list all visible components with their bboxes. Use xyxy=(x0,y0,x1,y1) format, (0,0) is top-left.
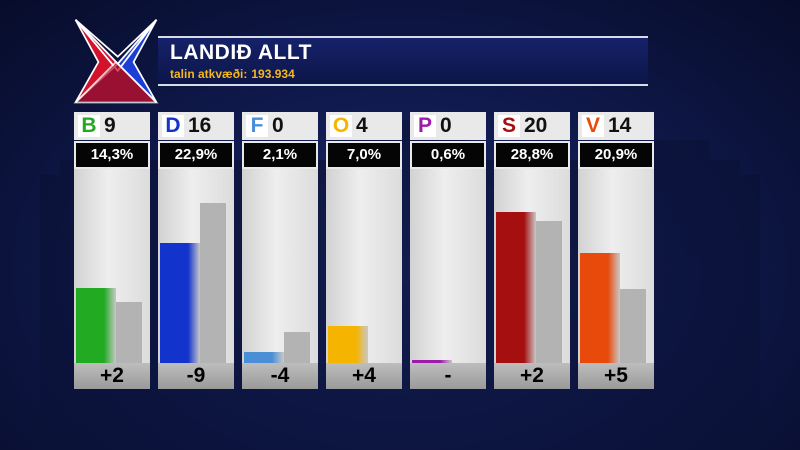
channel-logo-icon xyxy=(73,19,159,104)
seat-change: +4 xyxy=(326,363,402,389)
current-result-bar xyxy=(328,326,368,363)
seat-change: -4 xyxy=(242,363,318,389)
seat-change: +5 xyxy=(578,363,654,389)
vote-percentage: 22,9% xyxy=(158,141,234,169)
current-result-bar xyxy=(580,253,620,363)
previous-result-bar xyxy=(116,302,142,363)
current-result-bar xyxy=(160,243,200,363)
vote-percentage: 0,6% xyxy=(410,141,486,169)
party-column-d: D 16 22,9% -9 xyxy=(158,112,234,389)
party-header: V 14 xyxy=(578,112,654,140)
seat-count: 9 xyxy=(104,114,116,137)
bar-area xyxy=(158,169,234,363)
seat-count: 14 xyxy=(608,114,632,137)
current-result-bar xyxy=(412,360,452,363)
counted-votes-subtitle: talin atkvæði: 193.934 xyxy=(170,67,295,81)
party-letter: S xyxy=(498,115,520,137)
party-column-v: V 14 20,9% +5 xyxy=(578,112,654,389)
seat-count: 0 xyxy=(272,114,284,137)
party-letter: O xyxy=(330,115,352,137)
party-column-o: O 4 7,0% +4 xyxy=(326,112,402,389)
vote-percentage: 14,3% xyxy=(74,141,150,169)
previous-result-bar xyxy=(200,203,226,363)
seat-change: - xyxy=(410,363,486,389)
seat-change: -9 xyxy=(158,363,234,389)
party-column-f: F 0 2,1% -4 xyxy=(242,112,318,389)
seat-count: 0 xyxy=(440,114,452,137)
seat-count: 20 xyxy=(524,114,548,137)
party-letter: F xyxy=(246,115,268,137)
vote-percentage: 28,8% xyxy=(494,141,570,169)
seat-count: 16 xyxy=(188,114,212,137)
party-column-p: P 0 0,6% - xyxy=(410,112,486,389)
party-letter: V xyxy=(582,115,604,137)
current-result-bar xyxy=(76,288,116,363)
chart-title: LANDIÐ ALLT xyxy=(170,41,312,64)
party-header: D 16 xyxy=(158,112,234,140)
current-result-bar xyxy=(496,212,536,363)
bar-area xyxy=(326,169,402,363)
seat-count: 4 xyxy=(356,114,368,137)
bar-area xyxy=(494,169,570,363)
counted-votes-label: talin atkvæði: xyxy=(170,67,248,81)
party-letter: D xyxy=(162,115,184,137)
bar-area xyxy=(578,169,654,363)
current-result-bar xyxy=(244,352,284,363)
seat-change: +2 xyxy=(74,363,150,389)
counted-votes-value: 193.934 xyxy=(251,67,295,81)
previous-result-bar xyxy=(536,221,562,363)
bar-area xyxy=(74,169,150,363)
title-bar: LANDIÐ ALLT talin atkvæði: 193.934 xyxy=(158,36,648,86)
party-column-b: B 9 14,3% +2 xyxy=(74,112,150,389)
party-letter: B xyxy=(78,115,100,137)
party-header: S 20 xyxy=(494,112,570,140)
vote-percentage: 20,9% xyxy=(578,141,654,169)
bar-area xyxy=(410,169,486,363)
seat-change: +2 xyxy=(494,363,570,389)
previous-result-bar xyxy=(284,332,310,363)
party-letter: P xyxy=(414,115,436,137)
previous-result-bar xyxy=(620,289,646,363)
party-column-s: S 20 28,8% +2 xyxy=(494,112,570,389)
bar-area xyxy=(242,169,318,363)
vote-percentage: 2,1% xyxy=(242,141,318,169)
vote-percentage: 7,0% xyxy=(326,141,402,169)
